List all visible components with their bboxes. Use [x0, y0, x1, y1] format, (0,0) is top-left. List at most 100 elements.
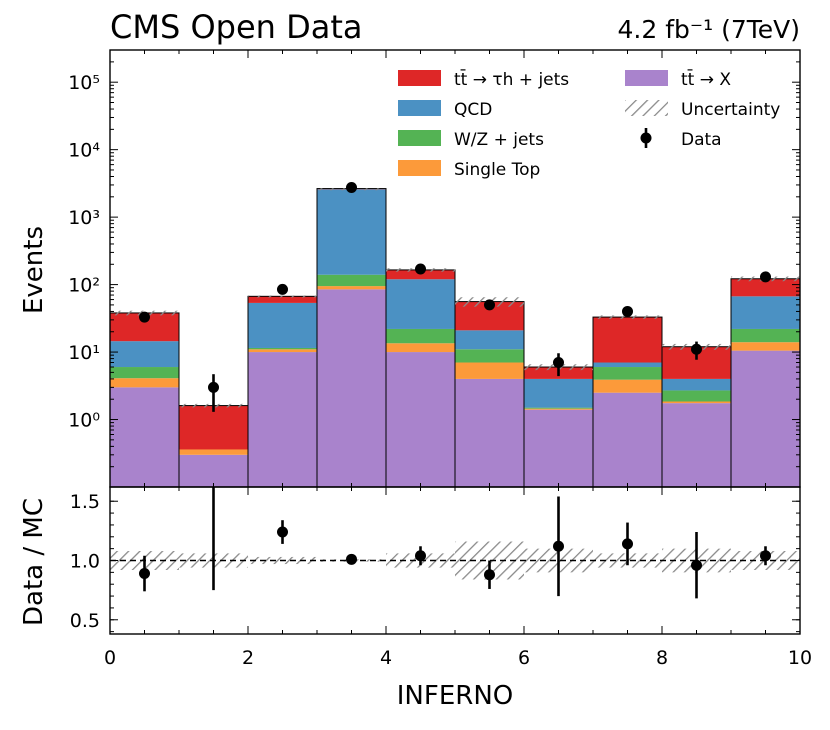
- chart-title-right: 4.2 fb⁻¹ (7TeV): [618, 15, 800, 44]
- bar-single-top-bin-8: [662, 401, 731, 404]
- bar-qcd-bin-6: [524, 378, 593, 408]
- bar-tt-h-jets-bin-1: [179, 405, 248, 450]
- bar-tt-x-bin-0: [110, 387, 179, 487]
- legend-label: Single Top: [454, 160, 540, 180]
- top-y-tick-label: 10⁴: [68, 140, 100, 162]
- x-tick-label: 4: [380, 647, 392, 669]
- data-point-bin-5: [484, 299, 495, 311]
- bar-w-z-jets-bin-7: [593, 367, 662, 380]
- x-tick-label: 0: [104, 647, 116, 669]
- bar-tt-x-bin-5: [455, 378, 524, 487]
- data-point-bin-2: [277, 283, 288, 295]
- bar-tt-h-jets-bin-9: [731, 278, 800, 297]
- bar-single-top-bin-1: [179, 449, 248, 455]
- top-axes: 10⁰ 10¹ 10² 10³ 10⁴ 10⁵: [68, 49, 801, 488]
- top-y-tick-label: 10⁵: [68, 72, 100, 94]
- legend-swatch-2: [398, 130, 441, 146]
- bar-single-top-bin-7: [593, 379, 662, 393]
- data-point-bin-0: [139, 311, 150, 323]
- ratio-point-bin-6: [553, 540, 564, 552]
- top-y-tick-label: 10⁰: [68, 410, 100, 432]
- data-point-bin-7: [622, 305, 633, 317]
- ratio-point-bin-3: [346, 553, 357, 565]
- bar-qcd-bin-0: [110, 341, 179, 368]
- bar-single-top-bin-2: [248, 349, 317, 353]
- bar-tt-x-bin-9: [731, 350, 800, 487]
- bar-tt-x-bin-1: [179, 454, 248, 487]
- bar-tt-x-bin-2: [248, 352, 317, 487]
- top-y-tick-label: 10³: [68, 207, 100, 229]
- data-point-bin-1: [208, 381, 219, 393]
- stacked-histogram-bars: [109, 188, 801, 488]
- bar-qcd-bin-4: [386, 279, 455, 329]
- bar-w-z-jets-bin-0: [110, 367, 179, 379]
- uncertainty-band-bin-7: [593, 315, 662, 319]
- bar-tt-h-jets-bin-4: [386, 269, 455, 280]
- data-point-bin-3: [346, 181, 357, 193]
- x-tick-label: 8: [656, 647, 668, 669]
- bar-qcd-bin-2: [248, 302, 317, 348]
- ratio-y-tick-label: 1.5: [70, 491, 100, 513]
- x-tick-label: 2: [242, 647, 254, 669]
- bar-tt-x-bin-3: [317, 289, 386, 487]
- data-point-bin-8: [691, 343, 702, 355]
- bar-tt-x-bin-7: [593, 392, 662, 487]
- data-point-bin-6: [553, 357, 564, 369]
- bar-tt-x-bin-4: [386, 352, 455, 487]
- bar-tt-x-bin-8: [662, 403, 731, 487]
- legend-label-data: Data: [681, 130, 722, 150]
- ratio-point-bin-4: [415, 550, 426, 562]
- bar-w-z-jets-bin-4: [386, 328, 455, 344]
- x-tick-label: 6: [518, 647, 530, 669]
- top-y-tick-label: 10¹: [68, 342, 100, 364]
- legend-swatch-0: [398, 70, 441, 86]
- legend-swatch-3: [398, 160, 441, 176]
- legend-label: QCD: [454, 100, 492, 120]
- bar-w-z-jets-bin-6: [524, 407, 593, 409]
- bar-tt-h-jets-bin-7: [593, 317, 662, 363]
- bar-qcd-bin-7: [593, 362, 662, 368]
- legend-label: W/Z + jets: [454, 130, 544, 150]
- x-tick-label: 10: [788, 647, 812, 669]
- bar-tt-x-bin-6: [524, 409, 593, 487]
- legend-label-ttx: tt̄ → X: [681, 68, 731, 90]
- bar-w-z-jets-bin-9: [731, 328, 800, 343]
- legend-label-uncertainty: Uncertainty: [681, 100, 780, 120]
- ratio-y-tick-label: 0.5: [70, 610, 100, 632]
- bar-w-z-jets-bin-5: [455, 349, 524, 363]
- bar-w-z-jets-bin-3: [317, 274, 386, 287]
- bar-w-z-jets-bin-2: [248, 347, 317, 350]
- ratio-point-bin-8: [691, 559, 702, 571]
- data-points: [139, 181, 771, 412]
- bar-qcd-bin-3: [317, 189, 386, 275]
- top-y-tick-label: 10²: [68, 275, 100, 297]
- bar-single-top-bin-3: [317, 286, 386, 290]
- x-axis-label: INFERNO: [397, 681, 513, 711]
- data-point-bin-9: [760, 271, 771, 283]
- ratio-point-bin-5: [484, 569, 495, 581]
- legend-swatch-ttx: [625, 70, 668, 86]
- ratio-point-bin-0: [139, 568, 150, 580]
- ratio-point-bin-7: [622, 538, 633, 550]
- bar-single-top-bin-6: [524, 408, 593, 410]
- bar-single-top-bin-0: [110, 378, 179, 388]
- legend-label: tt̄ → τh + jets: [454, 68, 569, 90]
- bar-tt-h-jets-bin-2: [248, 296, 317, 303]
- uncertainty-band-bin-2: [248, 295, 317, 298]
- ratio-y-tick-label: 1.0: [70, 551, 100, 573]
- legend: tt̄ → τh + jets QCD W/Z + jets Single Top tt…: [398, 68, 780, 180]
- bottom-y-axis-label: Data / MC: [19, 498, 49, 626]
- top-y-axis-label: Events: [19, 226, 49, 314]
- ratio-point-bin-9: [760, 550, 771, 562]
- ratio-points: [139, 487, 771, 599]
- bar-w-z-jets-bin-8: [662, 390, 731, 402]
- bar-single-top-bin-9: [731, 342, 800, 351]
- bar-single-top-bin-5: [455, 362, 524, 379]
- chart-title-left: CMS Open Data: [110, 8, 362, 46]
- bar-qcd-bin-9: [731, 296, 800, 329]
- legend-swatch-uncertainty: [625, 100, 668, 116]
- bottom-axes: 0.5 1.0 1.5 0 2 4 6 8 10: [70, 486, 812, 669]
- ratio-point-bin-2: [277, 526, 288, 538]
